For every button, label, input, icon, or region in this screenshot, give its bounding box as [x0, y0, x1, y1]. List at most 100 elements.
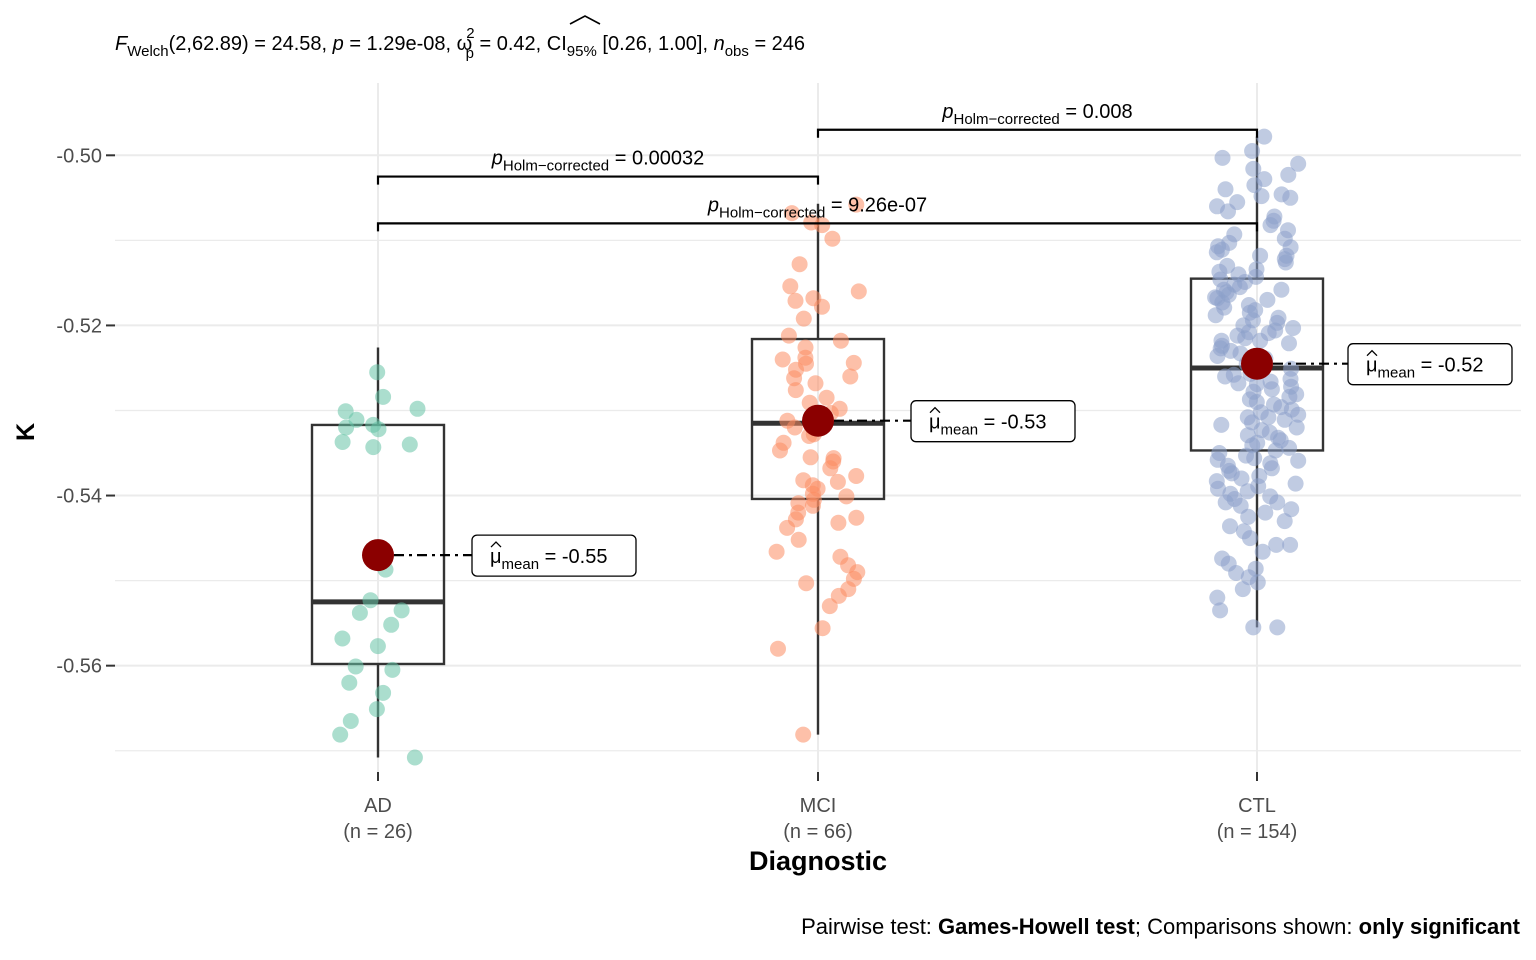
y-axis-title: K	[12, 423, 40, 441]
y-tick-label: -0.56	[56, 656, 102, 678]
data-point	[814, 298, 830, 315]
data-point	[338, 419, 355, 436]
data-point	[369, 364, 386, 381]
data-point	[1209, 589, 1226, 606]
comparison-bracket	[376, 222, 1259, 232]
data-point	[798, 355, 814, 372]
data-point	[1281, 335, 1297, 352]
data-point	[783, 205, 800, 222]
comparison-bracket	[816, 128, 1259, 138]
mean-hat-accent	[1366, 349, 1378, 357]
data-point	[332, 726, 349, 743]
data-point	[401, 436, 418, 453]
x-tick-label: CTL	[1238, 795, 1276, 817]
data-point	[368, 701, 385, 718]
data-point	[375, 388, 392, 405]
data-point	[787, 382, 804, 399]
data-point	[1280, 166, 1297, 183]
data-point	[362, 592, 379, 609]
data-point	[1268, 536, 1285, 553]
data-point	[1273, 281, 1290, 298]
data-point	[821, 598, 838, 615]
data-point	[786, 370, 803, 387]
data-point	[802, 449, 819, 466]
data-point	[1252, 332, 1269, 349]
data-point	[1209, 348, 1226, 364]
data-point	[1234, 581, 1251, 598]
data-point	[1276, 411, 1293, 428]
data-point	[845, 354, 862, 371]
data-point	[1244, 143, 1261, 159]
data-point	[848, 509, 865, 526]
data-point	[1267, 442, 1284, 459]
mean-marker	[1241, 347, 1273, 380]
data-point	[1281, 439, 1298, 456]
data-point	[365, 439, 382, 456]
data-point	[1217, 494, 1234, 511]
x-tick-count-label: (n = 26)	[343, 821, 412, 843]
data-point	[795, 310, 812, 327]
x-tick-label: MCI	[800, 795, 837, 817]
data-point	[768, 543, 785, 560]
data-point	[1242, 530, 1258, 547]
data-point	[1282, 189, 1299, 206]
data-point	[1222, 518, 1238, 535]
data-points	[332, 128, 1307, 766]
data-point	[1239, 483, 1256, 500]
data-point	[1240, 508, 1257, 525]
x-tick-count-label: (n = 154)	[1217, 821, 1298, 843]
data-point	[1208, 244, 1225, 261]
data-point	[1276, 513, 1293, 530]
data-point	[1249, 574, 1266, 591]
data-point	[814, 217, 831, 234]
data-point	[1257, 504, 1274, 521]
data-point	[1283, 501, 1300, 518]
data-point	[818, 389, 835, 406]
data-point	[383, 616, 400, 633]
data-point	[1269, 494, 1286, 511]
data-point	[370, 421, 387, 438]
data-point	[347, 658, 364, 675]
data-point	[832, 332, 849, 349]
chart-caption: Pairwise test: Games-Howell test; Compar…	[801, 914, 1521, 939]
mean-label-box	[910, 400, 1076, 443]
data-point	[1253, 188, 1270, 205]
data-point	[1290, 452, 1307, 469]
data-point	[1210, 480, 1226, 497]
data-point	[409, 400, 426, 417]
data-point	[1287, 475, 1304, 492]
data-point	[780, 327, 797, 344]
mean-label-box	[471, 534, 637, 577]
data-point	[1230, 375, 1247, 392]
comparison-label: pHolm−corrected = 0.008	[941, 101, 1132, 128]
mean-label: μmean = -0.55	[490, 546, 607, 573]
data-point	[1288, 419, 1305, 436]
data-point	[850, 283, 867, 300]
data-point	[807, 375, 824, 392]
comparison-label: pHolm−corrected = 9.26e-07	[707, 194, 927, 221]
mean-label: μmean = -0.52	[1366, 355, 1483, 382]
y-tick-label: -0.52	[56, 315, 102, 337]
mean-hat-accent	[490, 541, 502, 548]
mean-hat-accent	[929, 406, 941, 414]
axes: -0.56 -0.54 -0.52 -0.50 AD (n = 26) MCI (n = 66…	[56, 145, 1297, 843]
data-point	[790, 531, 807, 548]
data-point	[842, 368, 859, 385]
data-point	[1263, 381, 1280, 398]
data-point	[798, 575, 815, 592]
data-point	[1209, 451, 1226, 468]
effect-symbol: ω	[457, 33, 473, 55]
data-point	[1214, 149, 1231, 166]
omega-hat-accent	[569, 15, 601, 25]
data-point	[334, 434, 351, 450]
comparison-bracket	[376, 175, 820, 185]
x-axis-title: Diagnostic	[749, 846, 887, 876]
data-point	[1256, 128, 1273, 145]
data-point	[375, 684, 392, 701]
data-point	[1245, 619, 1262, 636]
mean-label-box	[1347, 343, 1513, 386]
data-point	[1213, 416, 1230, 433]
data-point	[1209, 290, 1226, 307]
data-point	[1269, 619, 1286, 636]
data-point	[1263, 460, 1280, 477]
